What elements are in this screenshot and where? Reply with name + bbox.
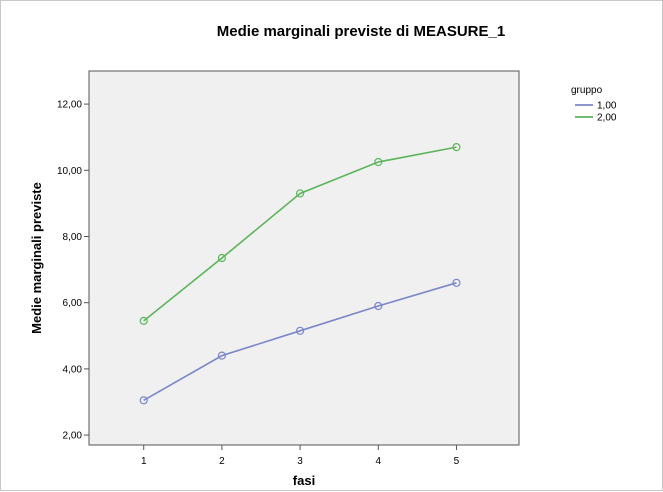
x-axis: 1 2 3 4 5 — [141, 445, 460, 467]
data-point — [452, 143, 461, 152]
chart-title: Medie marginali previste di MEASURE_1 — [217, 23, 505, 40]
y-axis: 2,00 4,00 6,00 8,00 10,00 12,00 — [57, 100, 89, 442]
y-tick-label: 2,00 — [63, 431, 83, 442]
x-tick-label: 5 — [454, 456, 460, 467]
x-tick-label: 2 — [219, 456, 225, 467]
x-axis-title: fasi — [293, 473, 315, 488]
series-line-1 — [143, 282, 457, 402]
legend-label: 2,00 — [597, 113, 617, 124]
y-tick-label: 12,00 — [57, 100, 82, 111]
plot-area — [88, 70, 520, 446]
data-point — [374, 301, 383, 311]
y-tick-label: 6,00 — [63, 298, 83, 309]
data-point — [295, 326, 305, 335]
data-point — [139, 316, 148, 325]
x-tick-label: 1 — [141, 456, 147, 467]
y-tick-label: 4,00 — [63, 364, 83, 375]
data-point — [217, 351, 227, 360]
legend-title: gruppo — [571, 85, 603, 96]
legend-label: 1,00 — [597, 101, 617, 112]
data-point — [217, 253, 227, 263]
data-point — [139, 396, 148, 405]
data-point — [374, 157, 383, 167]
y-tick-label: 8,00 — [63, 232, 83, 243]
series-line-2 — [143, 146, 457, 322]
y-tick-label: 10,00 — [57, 166, 82, 177]
x-tick-label: 3 — [297, 456, 303, 467]
data-point — [452, 278, 461, 287]
series-layer — [139, 143, 461, 405]
legend: gruppo 1,002,00 — [571, 85, 617, 124]
data-point — [295, 189, 305, 198]
x-tick-label: 4 — [375, 456, 381, 467]
y-axis-title: Medie marginali previste — [29, 182, 44, 334]
